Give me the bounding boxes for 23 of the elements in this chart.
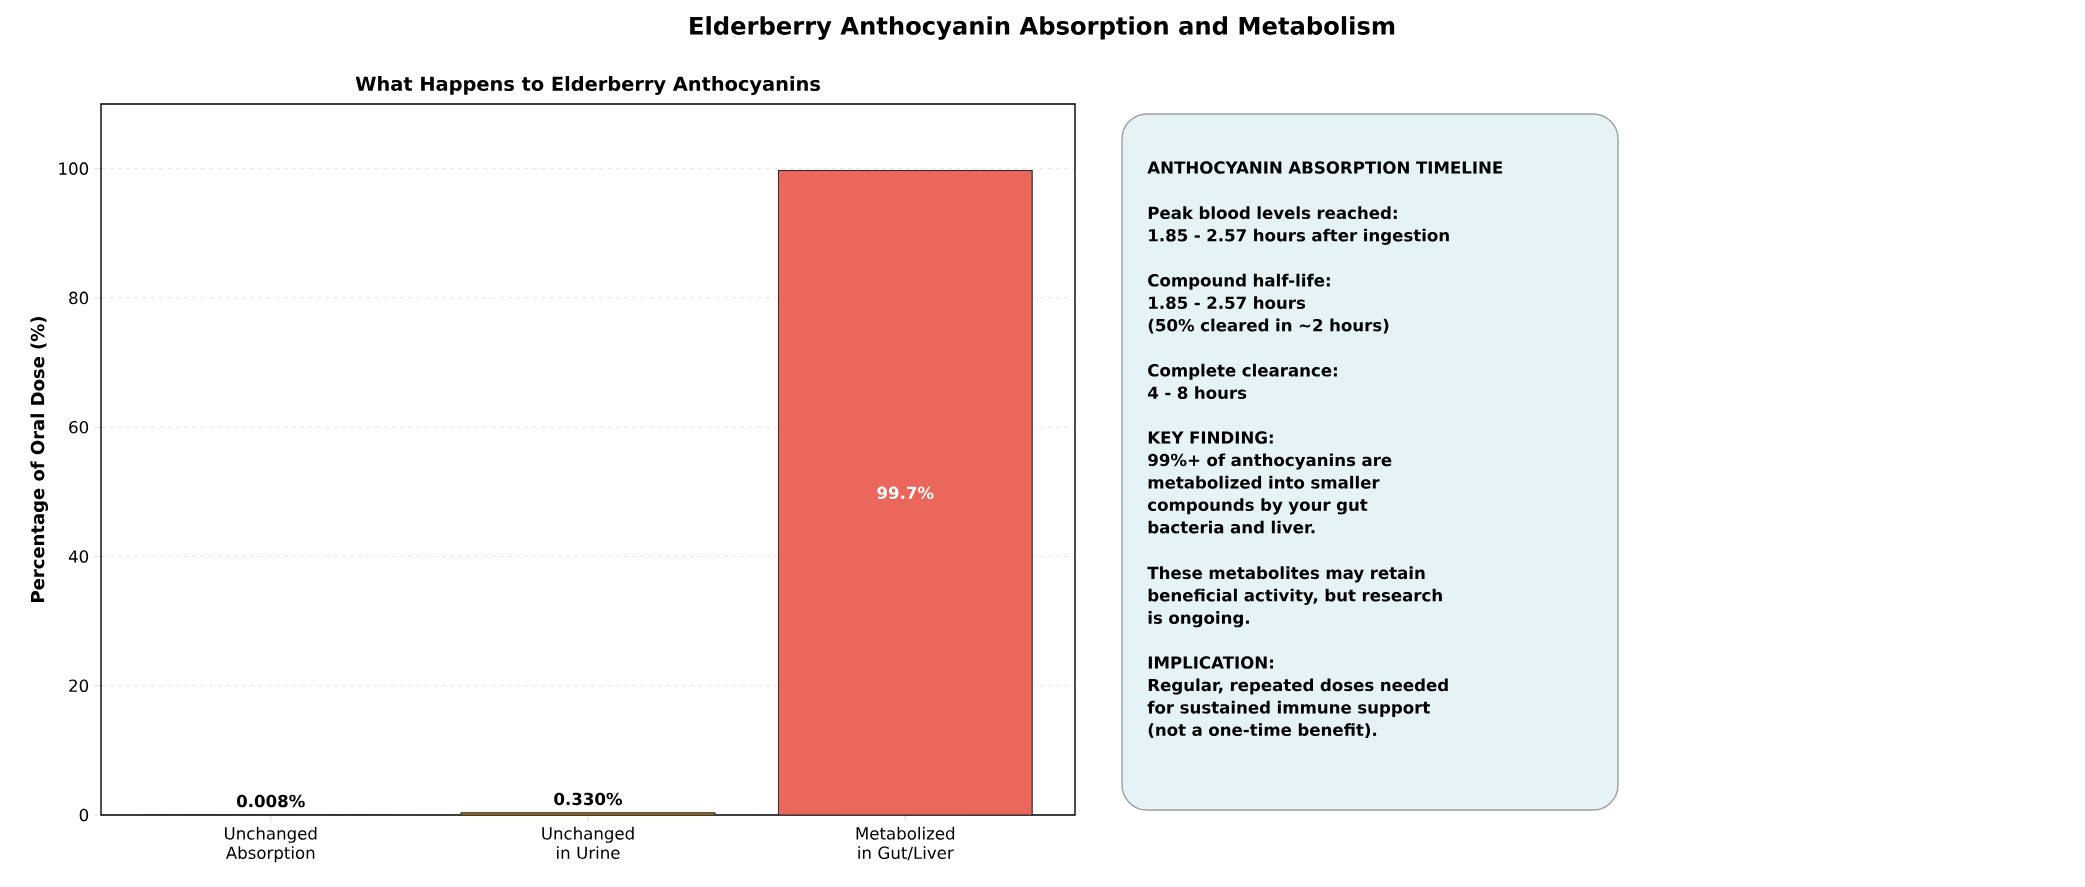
text: Compound half-life: 1.85 - 2.57 hours (50% cleared in ~2 hours) <box>1148 273 1389 334</box>
y-axis-title: Percentage of Oral Dose (%) <box>30 317 48 602</box>
x-tick-label: Unchanged Absorption <box>225 826 317 863</box>
text: Peak blood levels reached: 1.85 - 2.57 hours after ingestion <box>1148 206 1449 245</box>
x-tick-label: Unchanged in Urine <box>542 826 634 860</box>
text: Complete clearance: 4 - 8 hours <box>1148 363 1337 400</box>
chart-subtitle: What Happens to Elderberry Anthocyanins <box>355 76 820 95</box>
data-label: 99.7% <box>877 486 934 500</box>
bar <box>777 170 1033 815</box>
text: IMPLICATION: Regular, repeated doses needed for sustained immune support (not a one-time benefit). <box>1147 656 1448 739</box>
x-tick-label: Metabolized in Gut/Liver <box>856 826 955 861</box>
text: KEY FINDING: 99%+ of anthocyanins are metabolized into smaller compounds by your gut bacteria and liver. <box>1148 431 1392 534</box>
y-tick-label: 60 <box>69 420 89 434</box>
y-tick-label: 100 <box>59 162 89 175</box>
y-tick-label: 20 <box>69 679 89 693</box>
y-tick-label: 40 <box>68 550 89 563</box>
y-tick-label: 80 <box>69 291 89 305</box>
y-tick-label: 0 <box>79 808 89 822</box>
text: These metabolites may retain beneficial activity, but research is ongoing. <box>1147 566 1442 628</box>
data-label: 0.330% <box>554 792 623 806</box>
text: ANTHOCYANIN ABSORPTION TIMELINE <box>1147 161 1503 174</box>
data-label: 0.008% <box>236 794 305 808</box>
chart-title: Elderberry Anthocyanin Absorption and Metabolism <box>690 16 1395 40</box>
